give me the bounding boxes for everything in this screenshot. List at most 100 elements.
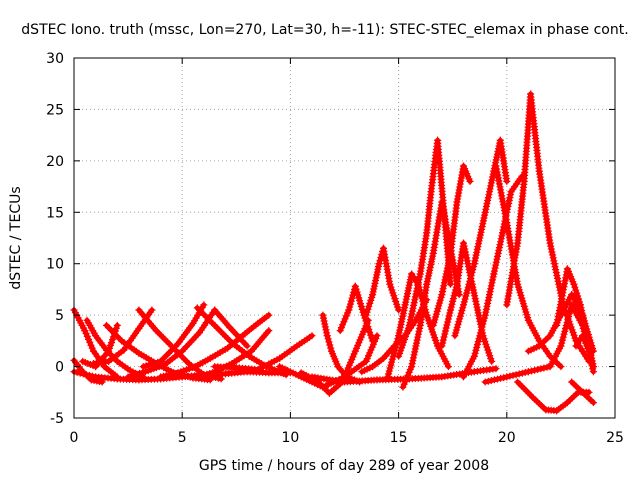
plus-marker [404,371,412,379]
series-16 [319,311,364,386]
plus-marker [466,177,474,185]
plus-marker [325,338,333,346]
plus-marker [384,373,392,381]
plus-marker [82,371,90,379]
plus-marker [534,366,542,373]
plus-marker [586,353,594,361]
plus-marker [553,319,561,326]
x-tick-label: 0 [70,430,79,446]
plus-marker [480,314,488,322]
series-11 [157,311,273,381]
plus-marker [326,341,334,349]
y-tick-label: 25 [46,102,64,118]
plus-marker [487,377,495,384]
x-tick-label: 20 [498,430,516,446]
plus-marker [83,332,91,340]
x-tick-label: 15 [390,430,408,446]
x-tick-label: 10 [281,430,299,446]
plus-marker [308,332,316,340]
plus-marker [342,312,350,320]
plus-marker [477,329,484,337]
series-21 [384,270,452,381]
plus-marker [492,365,500,373]
plus-marker [86,371,93,379]
plus-marker [443,321,451,329]
plus-marker [217,375,225,383]
plus-marker [444,315,452,323]
plus-marker [465,280,473,288]
plus-marker [327,344,335,352]
plus-marker [559,289,567,297]
plus-marker [438,342,446,350]
plus-marker [373,332,381,340]
plus-marker [571,283,579,291]
plus-marker [369,337,377,345]
plus-marker [488,357,496,365]
series-0 [70,306,121,381]
plus-marker [464,260,472,268]
plus-marker [345,306,353,314]
series-24 [429,162,474,329]
plus-marker [564,316,572,324]
plus-marker [503,177,511,185]
plus-marker [113,321,121,329]
plus-marker [554,277,562,285]
plus-marker [446,309,454,317]
series-31 [514,378,593,415]
plus-marker [546,239,554,247]
plus-marker [441,330,449,338]
plus-marker [528,367,535,375]
plus-marker [506,372,514,380]
plus-marker [447,280,454,288]
plus-marker [89,372,96,380]
plus-marker [487,282,495,290]
x-tick-label: 25 [606,430,624,446]
plus-marker [561,277,569,285]
y-tick-label: -5 [50,411,64,427]
series-35 [572,332,597,376]
data-series [70,90,597,415]
plus-marker [531,366,539,374]
plot-frame [73,57,616,419]
series-8 [124,306,251,381]
plus-marker [559,333,567,341]
plus-marker [547,245,555,253]
plus-marker [76,369,84,377]
plus-marker [440,282,448,290]
y-axis-label: dSTEC / TECUs [8,186,24,289]
series-18 [336,282,377,345]
plus-marker [515,370,523,378]
plus-marker [394,335,402,343]
plus-marker [336,327,344,335]
plus-marker [79,370,87,378]
series-6 [90,306,156,367]
plus-marker [557,363,565,371]
chart-title: dSTEC Iono. truth (mssc, Lon=270, Lat=30… [21,22,628,38]
y-tick-label: 20 [46,154,64,170]
plus-marker [439,339,447,347]
plus-marker [73,368,81,376]
plus-marker [86,338,94,346]
plus-marker [497,374,505,382]
y-tick-label: 30 [46,51,64,67]
axis-ticks: 0 5 10 15 20 25 -5 0 5 10 15 20 25 30 [46,51,624,446]
plus-marker [461,295,469,303]
series-13 [211,332,316,374]
plus-marker [490,376,498,384]
plus-marker [588,362,596,370]
series-26 [451,136,511,340]
plus-marker [470,263,478,271]
plus-marker [439,336,447,344]
plus-marker [524,368,532,376]
plus-marker [521,368,529,376]
x-axis-label: GPS time / hours of day 289 of year 2008 [199,458,489,474]
plus-marker [540,364,548,372]
series-band [363,245,402,318]
plus-marker [484,377,492,385]
plus-marker [148,306,156,314]
plus-marker [509,371,517,379]
plus-marker [585,388,593,396]
plus-marker [324,335,332,343]
plus-marker [565,310,573,318]
x-tick-label: 5 [178,430,187,446]
